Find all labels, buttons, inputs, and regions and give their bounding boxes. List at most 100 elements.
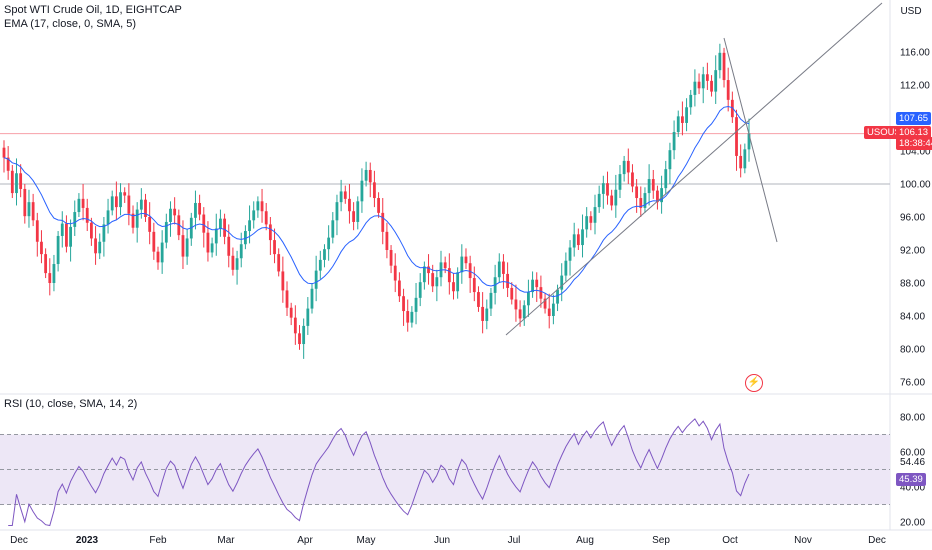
- price-tick-label: 112.00: [900, 81, 930, 92]
- candle-body: [239, 244, 243, 259]
- candle-body: [585, 216, 589, 230]
- rsi-legend[interactable]: RSI (10, close, SMA, 14, 2): [4, 398, 139, 410]
- candle-body: [527, 292, 530, 306]
- candle-body: [52, 264, 56, 283]
- rising-trendline: [505, 2, 883, 336]
- candle-body: [626, 160, 630, 173]
- candle-body: [119, 192, 122, 208]
- candle-body: [194, 202, 197, 218]
- rsi-tick-label: 54.46: [900, 457, 925, 468]
- price-axis[interactable]: 116.00112.00108.00104.00100.0096.0092.00…: [900, 48, 931, 389]
- candle-body: [631, 172, 634, 187]
- candle-body: [576, 234, 580, 246]
- candle-body: [144, 199, 147, 217]
- candle-body: [31, 202, 35, 221]
- candle-body: [635, 186, 639, 199]
- candle-body: [310, 288, 314, 309]
- candle-body: [339, 191, 343, 203]
- candle-body: [477, 292, 480, 307]
- trendlines[interactable]: [505, 2, 883, 336]
- candle-body: [273, 240, 276, 255]
- time-axis-label: Dec: [868, 535, 886, 546]
- candle-body: [406, 311, 410, 323]
- time-axis-label: Aug: [576, 535, 594, 546]
- candle-body: [514, 299, 518, 310]
- candle-body: [481, 306, 485, 321]
- candle-body: [256, 201, 260, 211]
- candle-body: [427, 266, 430, 274]
- candle-body: [697, 81, 701, 89]
- candle-body: [547, 308, 551, 316]
- candle-body: [543, 298, 547, 309]
- price-tick-label: 96.00: [900, 213, 925, 224]
- time-axis-label: 2023: [76, 535, 99, 546]
- candle-body: [139, 199, 143, 210]
- candle-body: [160, 242, 164, 263]
- candle-body: [510, 287, 514, 300]
- candle-body: [664, 169, 668, 189]
- candle-body: [248, 220, 251, 232]
- candle-body: [730, 99, 734, 118]
- time-axis[interactable]: Dec 2023 Feb Mar Apr May Jun Jul Aug Sep Oct Nov Dec: [10, 535, 886, 546]
- candle-body: [522, 305, 526, 319]
- candle-body: [323, 249, 326, 260]
- candle-body: [260, 201, 264, 212]
- candle-body: [85, 207, 89, 223]
- candle-body: [48, 273, 52, 283]
- candle-body: [302, 325, 306, 345]
- candle-body: [422, 266, 426, 283]
- candle-body: [127, 195, 131, 214]
- ema-indicator-label: EMA (17, close, 0, SMA, 5): [4, 18, 137, 30]
- candle-body: [464, 256, 468, 264]
- candle-body: [268, 224, 272, 241]
- candle-body: [181, 235, 185, 257]
- ema-legend[interactable]: EMA (17, close, 0, SMA, 5): [4, 18, 138, 30]
- candle-body: [318, 259, 322, 271]
- candlestick-series[interactable]: [2, 43, 751, 359]
- candle-body: [710, 80, 713, 92]
- candle-body: [10, 170, 14, 194]
- countdown-tag: 18:38:44: [896, 137, 932, 150]
- candle-body: [81, 198, 85, 208]
- candle-body: [343, 191, 347, 199]
- candle-body: [19, 173, 23, 189]
- candle-body: [69, 226, 72, 247]
- candle-body: [647, 179, 651, 194]
- candle-body: [164, 221, 168, 243]
- candle-body: [348, 198, 351, 212]
- candle-body: [397, 280, 401, 297]
- candle-body: [327, 237, 331, 250]
- candle-body: [714, 70, 718, 92]
- lightning-icon[interactable]: ⚡: [745, 374, 763, 392]
- price-tick-label: 104.00: [900, 147, 931, 158]
- symbol-legend[interactable]: Spot WTI Crude Oil, 1D, EIGHTCAP: [4, 4, 184, 16]
- candle-body: [223, 218, 226, 237]
- candle-body: [735, 117, 738, 156]
- time-axis-label: Jun: [434, 535, 450, 546]
- candle-body: [643, 193, 647, 208]
- candle-body: [681, 116, 684, 123]
- candle-body: [106, 210, 110, 225]
- ema-value-tag: 107.65: [896, 112, 932, 125]
- rsi-tick-label: 60.00: [900, 448, 925, 459]
- time-axis-label: Sep: [652, 535, 670, 546]
- horizontal-levels: [0, 133, 890, 185]
- currency-button[interactable]: USD: [900, 6, 922, 17]
- candle-body: [377, 198, 380, 213]
- candle-body: [152, 231, 156, 252]
- candle-body: [306, 308, 310, 326]
- last-price-tag: 106.13: [896, 126, 932, 139]
- candle-body: [747, 133, 751, 150]
- price-tick-label: 92.00: [900, 246, 925, 257]
- rsi-tick-label: 80.00: [900, 413, 925, 424]
- candle-body: [743, 149, 747, 169]
- candle-body: [435, 277, 439, 287]
- candle-body: [23, 188, 27, 217]
- candle-body: [689, 94, 693, 108]
- candle-body: [518, 309, 522, 319]
- rsi-indicator-label: RSI (10, close, SMA, 14, 2): [4, 398, 138, 410]
- time-axis-label: Dec: [10, 535, 28, 546]
- candle-body: [335, 202, 339, 221]
